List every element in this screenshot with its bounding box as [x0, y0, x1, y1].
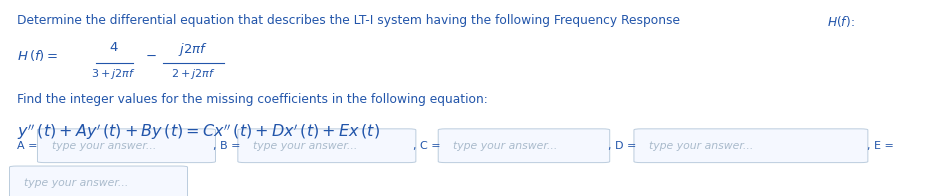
Text: $-$: $-$ [145, 48, 156, 61]
Text: $H\,(f) =$: $H\,(f) =$ [17, 48, 58, 64]
Text: , E =: , E = [867, 141, 894, 151]
FancyBboxPatch shape [37, 129, 216, 163]
Text: type your answer...: type your answer... [25, 178, 128, 188]
FancyBboxPatch shape [634, 129, 868, 163]
Text: $j2\pi f$: $j2\pi f$ [178, 41, 208, 58]
Text: $4$: $4$ [109, 41, 119, 54]
Text: $y''\,(t) + Ay'\,(t) + By\,(t) = Cx''\,(t) + Dx'\,(t) + Ex\,(t)$: $y''\,(t) + Ay'\,(t) + By\,(t) = Cx''\,(… [17, 121, 379, 142]
FancyBboxPatch shape [238, 129, 416, 163]
Text: Determine the differential equation that describes the LT-I system having the fo: Determine the differential equation that… [17, 14, 684, 27]
Text: type your answer...: type your answer... [453, 141, 557, 151]
Text: type your answer...: type your answer... [52, 141, 157, 151]
Text: $H(f)$:: $H(f)$: [826, 14, 855, 29]
Text: A =: A = [17, 141, 37, 151]
Text: , C =: , C = [413, 141, 440, 151]
Text: type your answer...: type your answer... [253, 141, 358, 151]
Text: , B =: , B = [213, 141, 241, 151]
Text: $3+j2\pi f$: $3+j2\pi f$ [91, 67, 136, 81]
FancyBboxPatch shape [438, 129, 610, 163]
FancyBboxPatch shape [10, 166, 187, 196]
Text: , D =: , D = [608, 141, 636, 151]
Text: Find the integer values for the missing coefficients in the following equation:: Find the integer values for the missing … [17, 93, 488, 106]
Text: type your answer...: type your answer... [649, 141, 753, 151]
Text: $2+j2\pi f$: $2+j2\pi f$ [170, 67, 216, 81]
